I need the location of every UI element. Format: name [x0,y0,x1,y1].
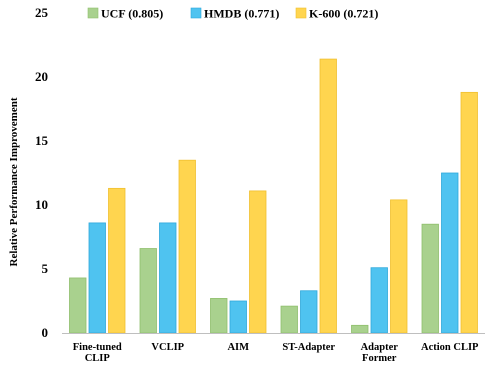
y-axis: 0 5 10 15 20 25 [35,5,49,340]
bar-k-600 [319,58,337,334]
y-tick-label: 25 [35,5,49,20]
y-tick-label: 20 [35,69,48,84]
bar-ucf [351,324,369,334]
legend: UCF (0.805) HMDB (0.771) K-600 (0.721) [87,7,378,21]
bar-ucf [69,277,87,334]
x-tick-label: ST-Adapter [282,342,335,353]
x-tick-label: Former [362,353,397,364]
bar-hmdb [229,300,247,334]
x-tick-label: AIM [227,342,249,353]
y-axis-label: Relative Performance Improvement [8,97,20,266]
x-tick-label: Fine-tuned [73,342,122,353]
bar-k-600 [108,187,126,334]
legend-label: HMDB (0.771) [204,7,279,21]
x-tick-label: CLIP [85,353,111,364]
x-tick-label: VCLIP [151,342,184,353]
bars [69,58,478,334]
bar-hmdb [88,222,106,334]
bar-ucf [421,223,439,334]
y-tick-label: 0 [42,325,49,340]
bar-ucf [210,298,228,334]
x-tick-label: Adapter [361,342,399,353]
bar-hmdb [441,172,459,334]
y-tick-label: 15 [35,133,49,148]
legend-swatch [87,7,99,19]
bar-k-600 [460,91,478,334]
bar-k-600 [390,199,408,334]
x-tick-label: Action CLIP [421,342,479,353]
bar-ucf [280,305,298,334]
legend-label: K-600 (0.721) [309,7,378,21]
bar-hmdb [370,267,388,334]
bar-k-600 [178,159,196,334]
legend-label: UCF (0.805) [101,7,163,21]
bar-k-600 [249,190,267,334]
legend-swatch [190,7,202,19]
y-tick-label: 10 [35,197,48,212]
bar-hmdb [300,290,318,334]
y-tick-label: 5 [42,261,49,276]
legend-swatch [295,7,307,19]
bar-hmdb [159,222,177,334]
bar-ucf [139,248,157,334]
